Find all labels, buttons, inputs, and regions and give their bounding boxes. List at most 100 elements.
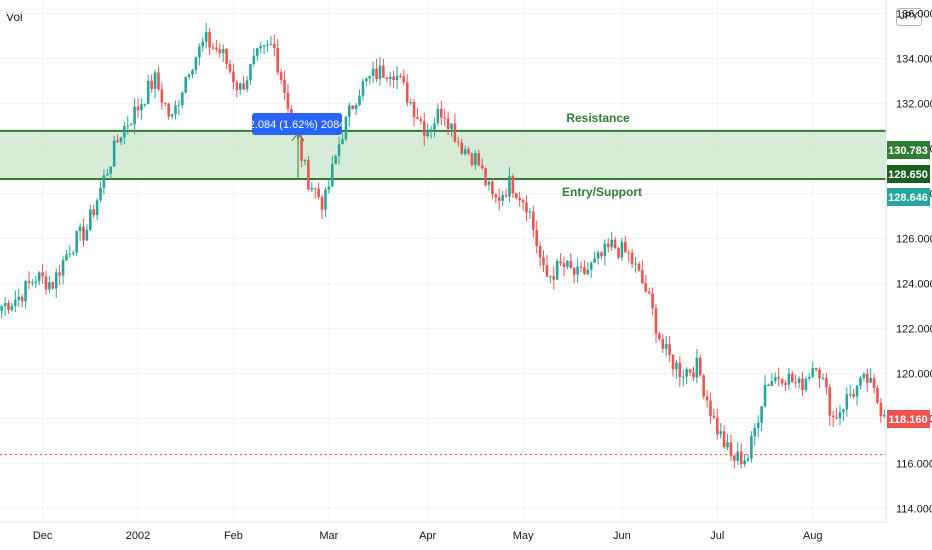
price-tag-label: 118.160 bbox=[888, 414, 927, 426]
candle-body bbox=[235, 82, 239, 91]
candle-body bbox=[593, 258, 596, 263]
candle-body bbox=[163, 102, 167, 104]
candle-body bbox=[327, 186, 331, 190]
candle-body bbox=[501, 194, 504, 201]
candlestick-series bbox=[0, 22, 886, 469]
candle-body bbox=[641, 270, 644, 284]
candle-body bbox=[153, 72, 157, 89]
candle-body bbox=[276, 48, 280, 73]
currency-badge[interactable]: JPY bbox=[896, 8, 922, 26]
y-tick-label: 120.000 bbox=[896, 369, 932, 381]
y-tick-label: 132.000 bbox=[896, 99, 932, 111]
candle-body bbox=[647, 291, 651, 294]
candle-body bbox=[143, 103, 147, 105]
candle-body bbox=[269, 44, 273, 46]
candle-body bbox=[695, 357, 699, 378]
candle-body bbox=[678, 362, 682, 378]
candle-body bbox=[514, 193, 518, 199]
candle-body bbox=[37, 272, 41, 282]
candle-body bbox=[770, 381, 774, 386]
candle-body bbox=[828, 387, 832, 416]
y-tick-label: 126.000 bbox=[896, 234, 932, 246]
candle-body bbox=[92, 209, 96, 215]
candle-body bbox=[610, 239, 613, 248]
candle-body bbox=[201, 41, 205, 47]
candle-body bbox=[10, 305, 14, 311]
candle-body bbox=[252, 55, 256, 64]
y-tick-label: 116.000 bbox=[896, 459, 932, 471]
candle-body bbox=[320, 197, 324, 210]
candle-body bbox=[31, 282, 34, 284]
candle-body bbox=[480, 165, 484, 169]
candle-body bbox=[664, 344, 668, 349]
candle-body bbox=[811, 368, 815, 377]
candle-body bbox=[848, 394, 852, 396]
candle-body bbox=[51, 282, 55, 289]
measure-label-box[interactable] bbox=[252, 113, 342, 135]
support-label: Entry/Support bbox=[562, 185, 642, 199]
candle-body bbox=[126, 125, 130, 127]
candle-body bbox=[859, 377, 862, 386]
candle-body bbox=[54, 272, 58, 289]
candle-body bbox=[211, 47, 215, 49]
candle-body bbox=[399, 75, 402, 77]
candle-body bbox=[750, 436, 753, 459]
candle-body bbox=[334, 155, 337, 165]
candle-body bbox=[446, 118, 450, 129]
candle-body bbox=[583, 267, 586, 274]
candle-body bbox=[756, 422, 760, 428]
candle-body bbox=[405, 82, 409, 103]
candle-body bbox=[106, 173, 109, 176]
candle-body bbox=[259, 46, 262, 49]
candle-body bbox=[116, 140, 119, 143]
x-tick-label: Aug bbox=[803, 530, 823, 542]
candle-body bbox=[453, 123, 457, 142]
x-tick-label: Apr bbox=[419, 530, 436, 542]
candle-body bbox=[221, 48, 225, 54]
y-tick-label: 114.000 bbox=[896, 504, 932, 516]
candle-body bbox=[181, 92, 184, 106]
candle-body bbox=[508, 176, 511, 197]
candle-body bbox=[436, 108, 440, 124]
candle-body bbox=[538, 245, 542, 258]
candle-body bbox=[675, 362, 678, 370]
candle-body bbox=[733, 455, 736, 461]
candle-body bbox=[68, 253, 72, 255]
candle-body bbox=[300, 138, 303, 161]
candle-body bbox=[245, 80, 249, 90]
candle-body bbox=[204, 31, 208, 42]
candle-body bbox=[504, 194, 508, 197]
candle-body bbox=[150, 80, 153, 89]
candle-body bbox=[579, 266, 583, 268]
candle-body bbox=[382, 65, 385, 78]
candle-body bbox=[198, 46, 201, 58]
candle-body bbox=[484, 168, 487, 185]
candle-body bbox=[395, 75, 399, 80]
y-tick-label: 124.000 bbox=[896, 279, 932, 291]
zone-band[interactable] bbox=[0, 130, 886, 179]
candle-body bbox=[722, 431, 726, 448]
candle-body bbox=[627, 252, 631, 254]
candle-body bbox=[681, 376, 685, 378]
candle-body bbox=[140, 104, 143, 111]
candle-body bbox=[34, 281, 38, 283]
price-tag-label: 128.650 bbox=[888, 169, 928, 181]
candle-body bbox=[743, 460, 746, 465]
candle-body bbox=[17, 296, 21, 300]
support-resistance-zone[interactable]: Resistance Entry/Support bbox=[0, 111, 886, 199]
candle-body bbox=[692, 372, 695, 378]
candle-body bbox=[542, 257, 545, 266]
candle-body bbox=[136, 106, 140, 111]
candle-body bbox=[361, 81, 365, 96]
candle-body bbox=[872, 378, 876, 388]
candle-body bbox=[433, 123, 436, 130]
candle-body bbox=[477, 153, 481, 166]
candle-body bbox=[814, 368, 818, 370]
candle-body bbox=[341, 139, 344, 145]
candle-body bbox=[746, 458, 750, 461]
candle-body bbox=[767, 384, 770, 386]
candle-body bbox=[27, 281, 31, 283]
candle-body bbox=[170, 114, 174, 117]
candle-body bbox=[624, 241, 627, 253]
